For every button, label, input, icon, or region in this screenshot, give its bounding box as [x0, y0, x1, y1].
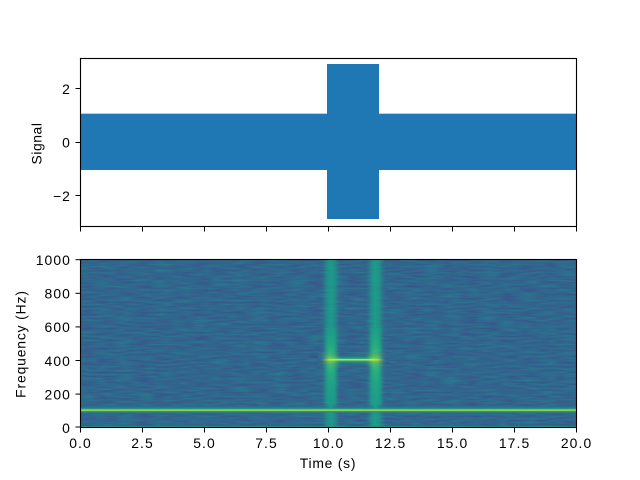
svg-text:400: 400 — [45, 353, 71, 369]
svg-text:800: 800 — [45, 286, 71, 302]
svg-text:600: 600 — [45, 319, 71, 335]
svg-text:2: 2 — [62, 81, 71, 97]
svg-text:−2: −2 — [53, 188, 71, 204]
svg-text:5.0: 5.0 — [193, 435, 216, 451]
svg-text:10.0: 10.0 — [313, 435, 344, 451]
svg-text:Time (s): Time (s) — [300, 455, 356, 471]
svg-text:0: 0 — [62, 420, 71, 436]
svg-text:12.5: 12.5 — [375, 435, 406, 451]
svg-text:200: 200 — [45, 386, 71, 402]
svg-text:0: 0 — [62, 135, 71, 151]
svg-text:0.0: 0.0 — [69, 435, 92, 451]
svg-text:1000: 1000 — [36, 252, 71, 268]
svg-text:17.5: 17.5 — [499, 435, 530, 451]
svg-text:Frequency (Hz): Frequency (Hz) — [13, 290, 29, 398]
svg-text:7.5: 7.5 — [255, 435, 278, 451]
svg-text:20.0: 20.0 — [561, 435, 592, 451]
svg-text:2.5: 2.5 — [131, 435, 154, 451]
svg-text:15.0: 15.0 — [437, 435, 468, 451]
svg-text:Signal: Signal — [28, 123, 44, 165]
